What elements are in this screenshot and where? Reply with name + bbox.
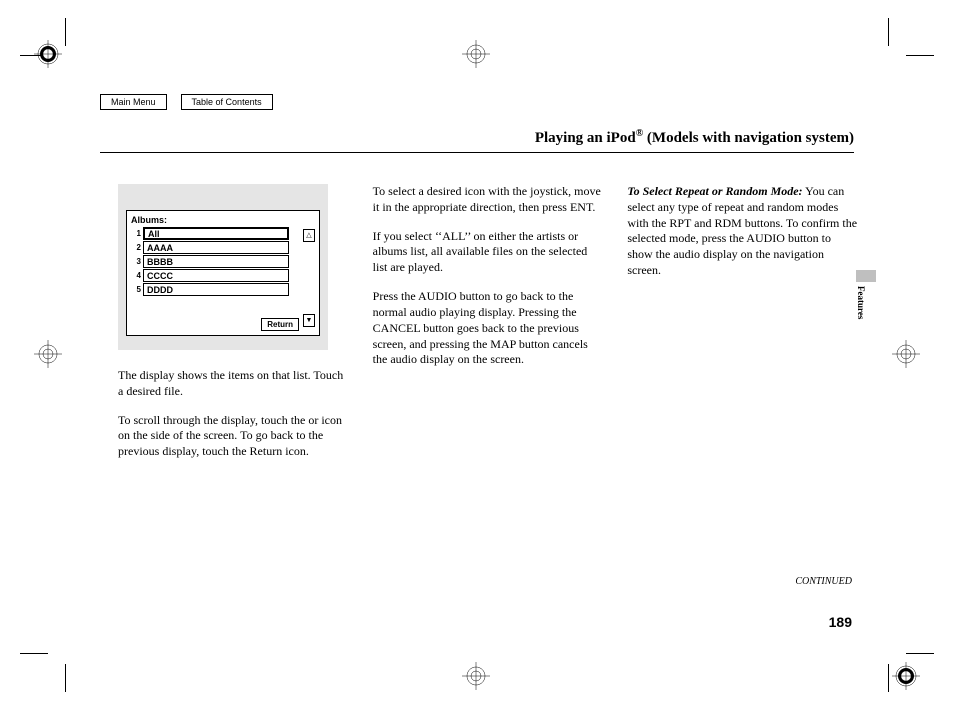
scroll-down-icon[interactable]: ▼ xyxy=(303,314,315,327)
scroll-up-icon[interactable]: △ xyxy=(303,229,315,242)
reg-mark-icon xyxy=(462,40,490,68)
album-row-num: 1 xyxy=(131,229,141,238)
page-number: 189 xyxy=(829,614,852,630)
title-rule xyxy=(100,152,854,153)
title-post: (Models with navigation system) xyxy=(643,130,854,146)
album-row[interactable]: 3BBBB xyxy=(131,255,315,268)
album-row[interactable]: 1All xyxy=(131,227,315,240)
nav-display-figure: Albums: 1All2AAAA3BBBB4CCCC5DDDD △ ▼ Ret… xyxy=(118,184,328,350)
side-tab-marker xyxy=(856,270,876,282)
main-menu-button[interactable]: Main Menu xyxy=(100,94,167,110)
album-row-value[interactable]: BBBB xyxy=(143,255,289,268)
album-row[interactable]: 5DDDD xyxy=(131,283,315,296)
column-1: Albums: 1All2AAAA3BBBB4CCCC5DDDD △ ▼ Ret… xyxy=(118,184,349,473)
col3-p1: To Select Repeat or Random Mode: You can… xyxy=(627,184,858,279)
album-row-value[interactable]: CCCC xyxy=(143,269,289,282)
album-row-value[interactable]: All xyxy=(143,227,289,240)
side-tab-label: Features xyxy=(856,282,866,319)
col1-p1: The display shows the items on that list… xyxy=(118,368,349,400)
continued-label: CONTINUED xyxy=(795,576,852,587)
side-tab: Features xyxy=(856,270,876,338)
album-row[interactable]: 4CCCC xyxy=(131,269,315,282)
album-row[interactable]: 2AAAA xyxy=(131,241,315,254)
album-row-num: 5 xyxy=(131,285,141,294)
toc-button[interactable]: Table of Contents xyxy=(181,94,273,110)
reg-mark-icon xyxy=(462,662,490,690)
col1-p2: To scroll through the display, touch the… xyxy=(118,413,349,460)
album-row-num: 3 xyxy=(131,257,141,266)
album-row-value[interactable]: DDDD xyxy=(143,283,289,296)
album-row-num: 4 xyxy=(131,271,141,280)
albums-label: Albums: xyxy=(131,215,315,225)
reg-mark-icon xyxy=(34,40,62,68)
col2-p1: To select a desired icon with the joysti… xyxy=(373,184,604,216)
album-row-value[interactable]: AAAA xyxy=(143,241,289,254)
column-2: To select a desired icon with the joysti… xyxy=(373,184,604,473)
return-button[interactable]: Return xyxy=(261,318,299,331)
reg-mark-icon xyxy=(892,340,920,368)
column-3: To Select Repeat or Random Mode: You can… xyxy=(627,184,858,473)
col2-p2: If you select ‘‘ALL’’ on either the arti… xyxy=(373,229,604,276)
title-pre: Playing an iPod xyxy=(535,130,636,146)
reg-mark-icon xyxy=(34,340,62,368)
page-title: Playing an iPod® (Models with navigation… xyxy=(535,128,854,147)
reg-mark-icon xyxy=(892,662,920,690)
col2-p3: Press the AUDIO button to go back to the… xyxy=(373,289,604,368)
col3-subhead: To Select Repeat or Random Mode: xyxy=(627,184,802,198)
album-row-num: 2 xyxy=(131,243,141,252)
